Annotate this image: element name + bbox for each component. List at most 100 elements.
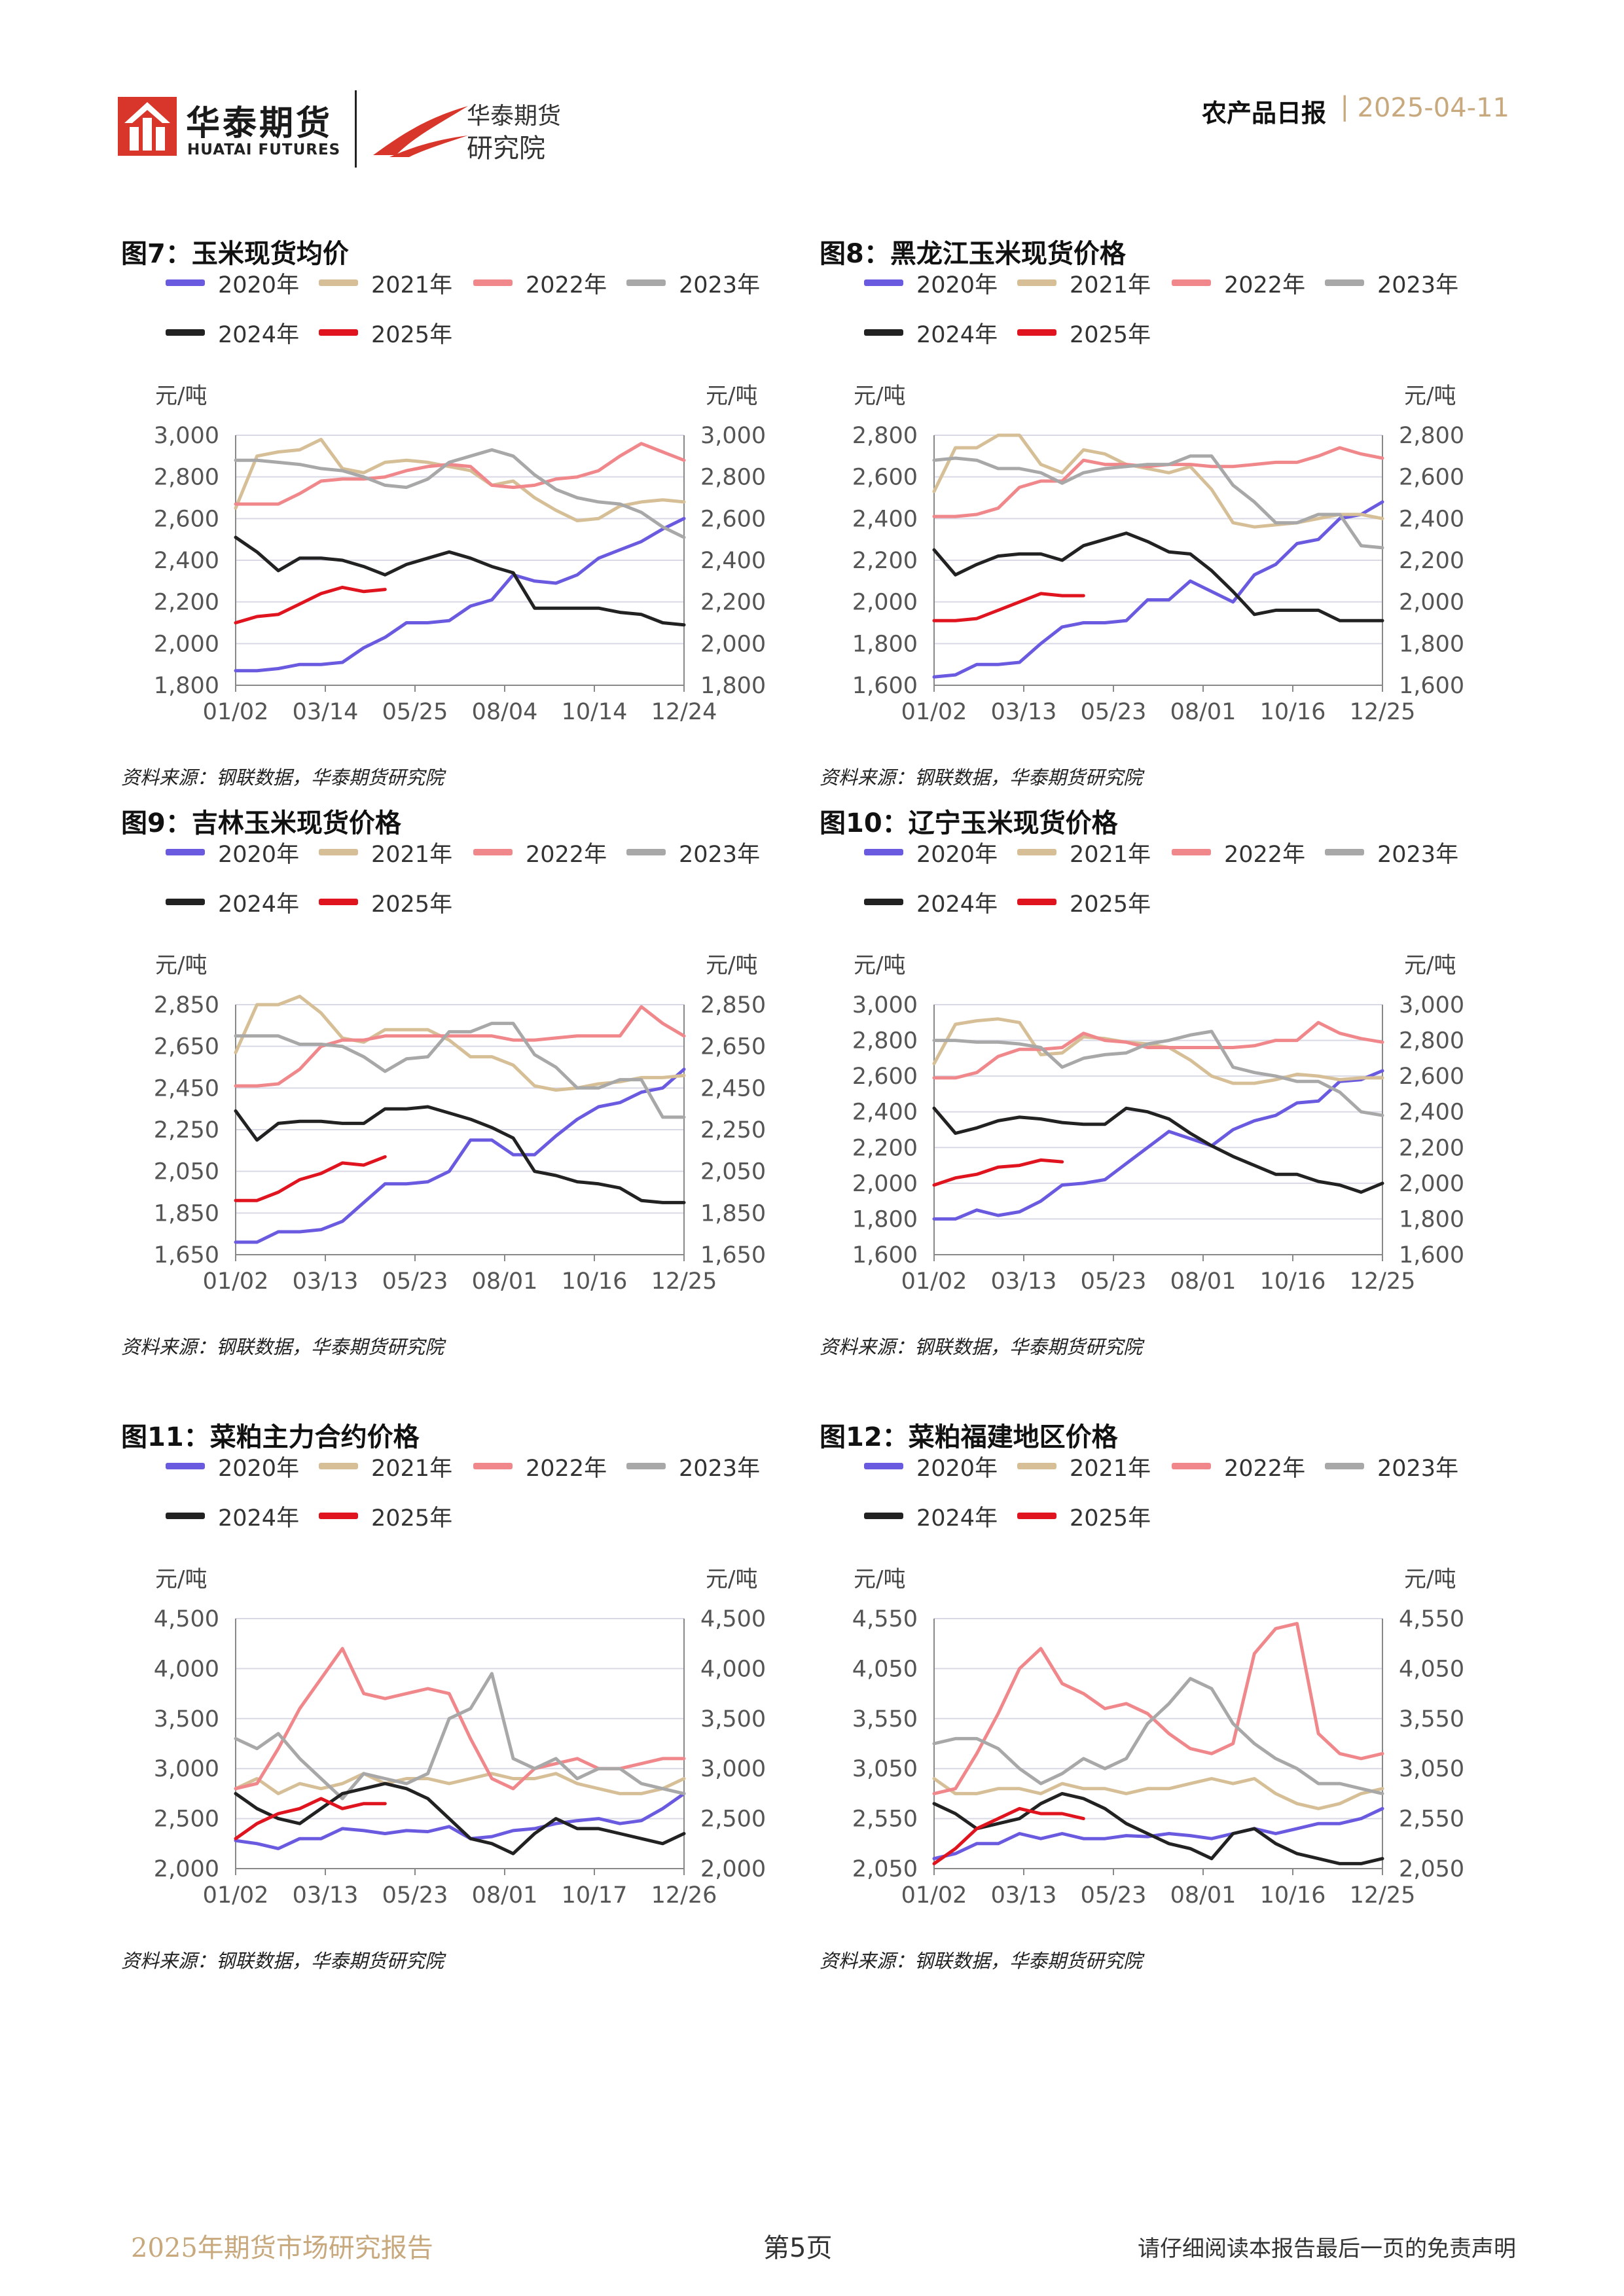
legend-label-2024: 2024年	[916, 1505, 998, 1532]
x-tick-label: 01/02	[901, 1882, 967, 1909]
y-tick-label-left: 1,850	[154, 1200, 219, 1227]
y-tick-label-right: 2,000	[1399, 590, 1464, 616]
legend-swatch-2022	[1172, 279, 1211, 286]
x-tick-label: 12/25	[651, 1268, 717, 1295]
x-tick-label: 08/01	[1170, 1268, 1236, 1295]
brand-name-en: HUATAI FUTURES	[187, 141, 341, 158]
y-tick-label-right: 2,000	[700, 631, 766, 657]
y-tick-label-right: 2,250	[700, 1117, 766, 1143]
y-tick-label-left: 2,050	[852, 1856, 918, 1882]
series-line-2023	[932, 454, 1384, 550]
chart-source: 资料来源：钢联数据，华泰期货研究院	[121, 1950, 444, 1972]
y-tick-label-left: 2,200	[154, 590, 219, 616]
y-tick-label-right: 2,600	[1399, 465, 1464, 491]
y-tick-label-left: 3,000	[154, 423, 219, 449]
series-line-2023	[234, 448, 686, 539]
x-tick-label: 05/25	[382, 699, 448, 725]
y-tick-label-right: 2,600	[700, 506, 766, 532]
legend-swatch-2024	[166, 1513, 205, 1519]
y-tick-label-right: 3,500	[700, 1706, 766, 1732]
legend-swatch-2022	[473, 1463, 513, 1469]
institute-name-line1: 华泰期货	[467, 103, 562, 130]
y-tick-label-left: 2,850	[154, 992, 219, 1018]
series-line-2022	[932, 446, 1384, 518]
y-tick-label-left: 2,000	[852, 590, 918, 616]
y-tick-label-left: 4,000	[154, 1656, 219, 1682]
legend-swatch-2020	[166, 849, 205, 855]
report-type: 农产品日报	[1201, 99, 1326, 128]
y-axis-unit-left: 元/吨	[155, 383, 208, 409]
legend-label-2024: 2024年	[916, 322, 998, 348]
x-tick-label: 01/02	[203, 1268, 269, 1295]
institute-name-line2: 研究院	[467, 134, 545, 164]
legend-label-2020: 2020年	[218, 1456, 300, 1482]
y-tick-label-right: 2,600	[1399, 1064, 1464, 1090]
y-tick-label-right: 2,500	[700, 1806, 766, 1833]
y-tick-label-right: 2,550	[1399, 1806, 1464, 1833]
y-tick-label-left: 1,800	[852, 1206, 918, 1232]
legend-swatch-2025	[319, 1513, 358, 1519]
y-tick-label-right: 3,000	[700, 423, 766, 449]
y-axis-unit-left: 元/吨	[155, 952, 208, 978]
legend-swatch-2020	[166, 1463, 205, 1469]
series-line-2022	[932, 1020, 1384, 1080]
y-tick-label-left: 1,600	[852, 1242, 918, 1268]
y-tick-label-left: 2,500	[154, 1806, 219, 1833]
legend-label-2021: 2021年	[1070, 272, 1151, 298]
y-tick-label-right: 2,200	[1399, 1135, 1464, 1161]
legend-swatch-2021	[319, 279, 358, 286]
chart-source: 资料来源：钢联数据，华泰期货研究院	[820, 766, 1143, 789]
legend-swatch-2023	[1325, 1463, 1364, 1469]
legend-label-2022: 2022年	[1224, 842, 1306, 868]
y-tick-label-right: 4,500	[700, 1606, 766, 1632]
chart-panel-8: 图8：黑龙江玉米现货价格 2020年 2021年 2022年 2023年 2024年 202…	[820, 232, 1474, 808]
legend-label-2024: 2024年	[916, 891, 998, 918]
y-tick-label-right: 1,800	[1399, 1206, 1464, 1232]
x-tick-label: 01/02	[901, 699, 967, 725]
y-tick-label-left: 3,050	[852, 1756, 918, 1782]
y-tick-label-left: 1,600	[852, 673, 918, 699]
chart-title: 图11：菜粕主力合约价格	[121, 1422, 420, 1452]
y-tick-label-right: 3,000	[700, 1756, 766, 1782]
legend-swatch-2024	[864, 899, 903, 905]
chart-plot: 3,000 3,000 2,800 2,800 2,600 2,600 2,400 2,400…	[154, 423, 766, 725]
legend-swatch-2023	[626, 1463, 666, 1469]
legend-label-2021: 2021年	[1070, 842, 1151, 868]
y-tick-label-right: 1,650	[700, 1242, 766, 1268]
legend-label-2023: 2023年	[1377, 1456, 1459, 1482]
series-line-2020	[932, 500, 1384, 679]
y-tick-label-right: 4,550	[1399, 1606, 1464, 1632]
x-tick-label: 03/13	[991, 699, 1057, 725]
legend-swatch-2025	[1017, 1513, 1056, 1519]
legend-label-2025: 2025年	[371, 891, 453, 918]
chart-title: 图9：吉林玉米现货价格	[121, 808, 401, 838]
x-tick-label: 03/13	[293, 1882, 359, 1909]
legend-label-2021: 2021年	[1070, 1456, 1151, 1482]
legend-label-2025: 2025年	[1070, 1505, 1151, 1532]
series-line-2021	[932, 1777, 1384, 1810]
x-tick-label: 05/23	[382, 1268, 448, 1295]
y-tick-label-left: 1,650	[154, 1242, 219, 1268]
legend-label-2024: 2024年	[218, 891, 300, 918]
y-tick-label-left: 2,650	[154, 1034, 219, 1060]
legend-swatch-2025	[319, 899, 358, 905]
legend-swatch-2023	[1325, 849, 1364, 855]
x-tick-label: 08/01	[472, 1882, 538, 1909]
legend-label-2022: 2022年	[526, 1456, 607, 1482]
y-axis-unit-left: 元/吨	[854, 952, 906, 978]
chart-plot: 2,800 2,800 2,600 2,600 2,400 2,400 2,200 2,200…	[852, 423, 1464, 725]
legend-swatch-2024	[864, 329, 903, 336]
y-tick-label-left: 2,400	[852, 1100, 918, 1126]
footer-report-name: 2025年期货市场研究报告	[131, 2233, 433, 2263]
y-tick-label-right: 2,200	[1399, 548, 1464, 574]
chart-title: 图8：黑龙江玉米现货价格	[820, 239, 1126, 269]
huatai-logo-icon	[118, 97, 177, 156]
y-tick-label-left: 2,600	[852, 465, 918, 491]
legend-label-2024: 2024年	[218, 1505, 300, 1532]
y-axis-unit-right: 元/吨	[706, 952, 758, 978]
x-tick-label: 03/13	[293, 1268, 359, 1295]
chart-source: 资料来源：钢联数据，华泰期货研究院	[121, 1336, 444, 1358]
legend-label-2023: 2023年	[1377, 842, 1459, 868]
legend-swatch-2020	[864, 1463, 903, 1469]
x-tick-label: 01/02	[203, 699, 269, 725]
